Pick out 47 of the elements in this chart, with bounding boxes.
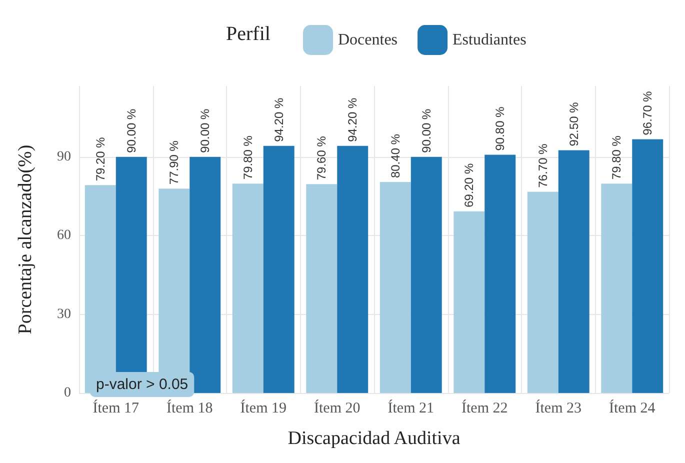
y-tick-label: 60 xyxy=(57,228,71,244)
data-label: 90.00 % xyxy=(198,108,212,153)
bar xyxy=(190,156,221,393)
bar xyxy=(306,184,338,393)
data-label: 92.50 % xyxy=(566,102,581,146)
x-tick-label: Ítem 21 xyxy=(388,400,434,416)
bar xyxy=(410,156,442,393)
bar xyxy=(232,184,264,393)
x-tick-label: Ítem 24 xyxy=(609,400,656,416)
y-tick-label: 0 xyxy=(64,386,71,400)
annotation: p-valor > 0.05 xyxy=(96,376,188,393)
legend-label: Docentes xyxy=(338,32,398,48)
bar xyxy=(380,182,411,393)
data-label: 94.20 % xyxy=(272,97,286,142)
data-label: 96.70 % xyxy=(640,90,655,136)
data-label: 77.90 % xyxy=(167,140,182,185)
y-tick-label: 90 xyxy=(57,149,71,164)
data-label: 80.40 % xyxy=(388,134,402,178)
legend-title: Perfil xyxy=(226,23,271,45)
bar xyxy=(484,154,516,393)
x-tick-label: Ítem 20 xyxy=(314,400,360,416)
data-label: 90.80 % xyxy=(493,106,508,151)
y-axis-title: Porcentaje alcanzado(%) xyxy=(15,144,36,334)
data-label: 90.00 % xyxy=(419,108,434,153)
bar xyxy=(454,211,485,393)
data-label: 79.80 % xyxy=(610,135,624,180)
data-label: 69.20 % xyxy=(462,163,476,208)
bar xyxy=(527,192,558,393)
x-tick-label: Ítem 17 xyxy=(92,400,140,416)
x-tick-label: Ítem 19 xyxy=(240,400,286,416)
y-tick-label: 30 xyxy=(57,306,71,322)
bar xyxy=(632,139,664,393)
data-label: 79.20 % xyxy=(93,136,108,182)
data-label: 76.70 % xyxy=(536,143,550,188)
data-label: 94.20 % xyxy=(346,97,360,142)
x-axis-title: Discapacidad Auditiva xyxy=(288,428,461,449)
data-label: 79.60 % xyxy=(314,136,329,180)
bar xyxy=(337,146,368,393)
x-tick-label: Ítem 22 xyxy=(462,400,508,416)
x-tick-label: Ítem 18 xyxy=(166,400,213,416)
data-label: 90.00 % xyxy=(124,108,138,153)
bar xyxy=(601,184,632,393)
legend-label: Estudiantes xyxy=(452,32,526,48)
bar xyxy=(263,146,294,393)
x-tick-label: Ítem 23 xyxy=(535,400,582,416)
data-label: 79.80 % xyxy=(240,135,255,180)
bar xyxy=(558,150,590,393)
